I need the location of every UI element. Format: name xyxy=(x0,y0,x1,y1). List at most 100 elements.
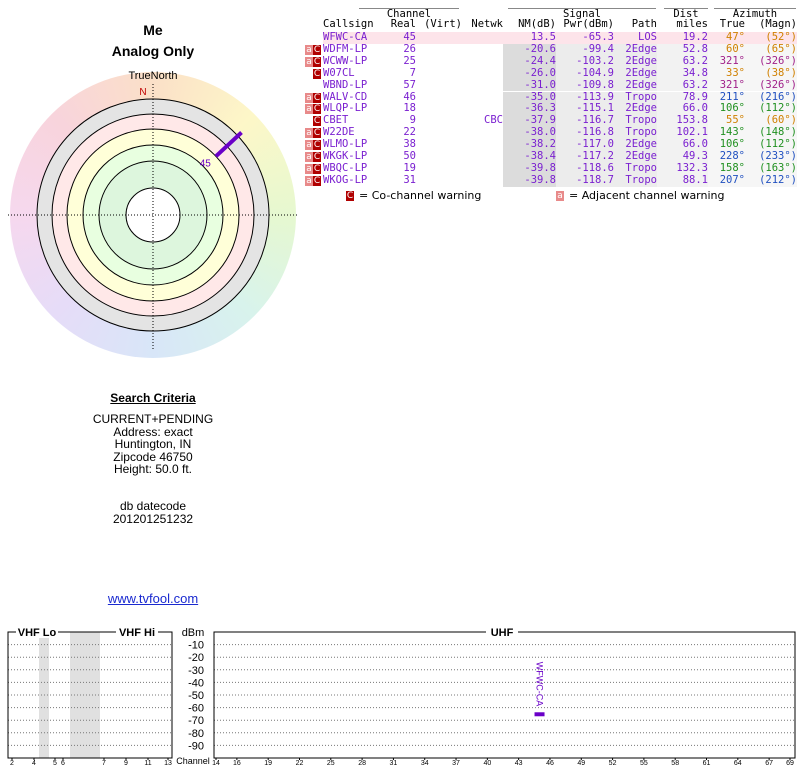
table-cell xyxy=(416,115,462,127)
table-cell: -31.0 xyxy=(503,79,556,92)
table-cell: -117.2 xyxy=(556,150,614,163)
subtitle: Analog Only xyxy=(111,43,195,59)
x-tick-label: 64 xyxy=(734,760,742,767)
table-cell: WBQC-LP xyxy=(323,161,368,174)
table-cell: -39.8 xyxy=(503,174,556,187)
x-tick-label: 25 xyxy=(327,760,335,767)
group-header: Azimuth xyxy=(714,8,796,20)
column-header: True xyxy=(719,18,745,30)
x-tick-label: 55 xyxy=(640,760,648,767)
table-cell: CBET xyxy=(323,114,349,127)
signal-mark xyxy=(534,712,545,717)
table-cell: 47° xyxy=(726,31,745,43)
warning-badge: a xyxy=(305,128,313,139)
table-cell: (52°) xyxy=(765,31,797,43)
table-cell: 106° xyxy=(708,138,745,151)
signal-label: WFWC-CA xyxy=(535,662,545,707)
n-label: N xyxy=(139,87,146,98)
table-cell: WKGK-LP xyxy=(323,150,368,162)
table-cell xyxy=(462,175,503,187)
table-cell xyxy=(462,80,503,92)
table-cell: 46 xyxy=(403,90,416,103)
y-tick-label: -60 xyxy=(188,703,204,715)
table-cell: 55° xyxy=(708,114,745,128)
table-cell: 66.0 xyxy=(657,102,708,116)
site-link[interactable]: www.tvfool.com xyxy=(107,591,199,606)
table-cell: 50 xyxy=(403,150,416,162)
table-cell xyxy=(416,139,462,151)
warning-badge: a xyxy=(305,56,313,67)
table-cell: WALV-CD xyxy=(323,90,368,103)
column-header: miles xyxy=(676,18,708,30)
x-tick-label: 11 xyxy=(144,760,151,767)
table-cell xyxy=(416,80,462,92)
search-line: Huntington, IN xyxy=(114,437,192,452)
table-cell: WFWC-CA xyxy=(323,31,368,43)
x-tick-label: 52 xyxy=(609,760,617,767)
x-tick-label: 61 xyxy=(703,760,711,767)
warning-badge: C xyxy=(313,104,321,115)
table-cell: Tropo xyxy=(614,126,657,140)
column-header: Netwk xyxy=(471,18,503,30)
column-header: Path xyxy=(631,18,657,30)
column-header: NM(dB) xyxy=(518,18,556,30)
table-cell: 321° xyxy=(708,55,745,68)
table-cell: 132.3 xyxy=(657,162,708,175)
x-tick-label: 5 xyxy=(53,760,57,767)
x-tick-label: 13 xyxy=(164,760,172,767)
title: Me xyxy=(143,22,163,38)
table-cell xyxy=(462,68,503,80)
x-tick-label: 37 xyxy=(452,760,460,767)
table-cell: WKOG-LP xyxy=(323,173,368,186)
table-cell: -20.6 xyxy=(503,43,556,56)
table-cell: W07CL xyxy=(323,66,355,79)
table-cell: WLQP-LP xyxy=(323,102,368,115)
search-line: CURRENT+PENDING xyxy=(92,412,214,426)
table-cell: (212°) xyxy=(745,174,797,187)
table-cell: -116.8 xyxy=(556,126,614,140)
table-cell: (148°) xyxy=(745,126,797,140)
x-tick-label: 4 xyxy=(32,760,36,767)
table-cell: 106° xyxy=(708,102,745,116)
table-cell: -37.9 xyxy=(503,114,556,128)
column-header: Callsign xyxy=(323,18,374,30)
table-cell: 19.2 xyxy=(682,31,708,43)
x-tick-label: 19 xyxy=(264,760,272,767)
table-cell xyxy=(416,127,462,139)
table-cell: 9 xyxy=(409,114,416,127)
table-cell xyxy=(462,151,503,163)
table-cell: -38.4 xyxy=(503,150,556,163)
table-cell: WCWW-LP xyxy=(323,54,368,67)
legend-text: = Co-channel warning xyxy=(359,188,482,202)
table-cell: 25 xyxy=(403,54,416,67)
table-cell: CBC xyxy=(484,114,503,127)
table-cell: 66.0 xyxy=(657,138,708,151)
table-cell: (163°) xyxy=(745,162,797,175)
table-cell: 57 xyxy=(403,78,416,91)
table-cell: (65°) xyxy=(745,43,797,56)
y-tick-label: -70 xyxy=(188,715,204,727)
table-cell xyxy=(416,163,462,175)
row-highlight xyxy=(323,32,797,44)
table-cell: (60°) xyxy=(745,114,797,128)
table-cell: 2Edge xyxy=(614,79,657,92)
table-cell: -115.1 xyxy=(556,102,614,116)
table-cell: 22 xyxy=(403,126,416,139)
table-cell: -24.4 xyxy=(503,55,556,68)
table-cell: 63.2 xyxy=(657,79,708,92)
search-line: Address: exact xyxy=(113,424,193,439)
station-direction xyxy=(214,131,243,158)
search-line: Height: 50.0 ft. xyxy=(113,462,193,477)
table-cell: (216°) xyxy=(745,91,797,104)
table-cell: 26 xyxy=(403,42,416,55)
band-label: UHF xyxy=(491,627,514,639)
x-tick-label: 14 xyxy=(212,760,220,767)
table-cell: 2Edge xyxy=(614,67,657,80)
table-cell xyxy=(416,68,462,80)
datecode: 201201251232 xyxy=(112,512,194,526)
table-cell: 2Edge xyxy=(614,102,657,116)
x-tick-label: 40 xyxy=(483,760,491,767)
table-cell: 60° xyxy=(708,43,745,56)
table-cell: -99.4 xyxy=(556,43,614,56)
